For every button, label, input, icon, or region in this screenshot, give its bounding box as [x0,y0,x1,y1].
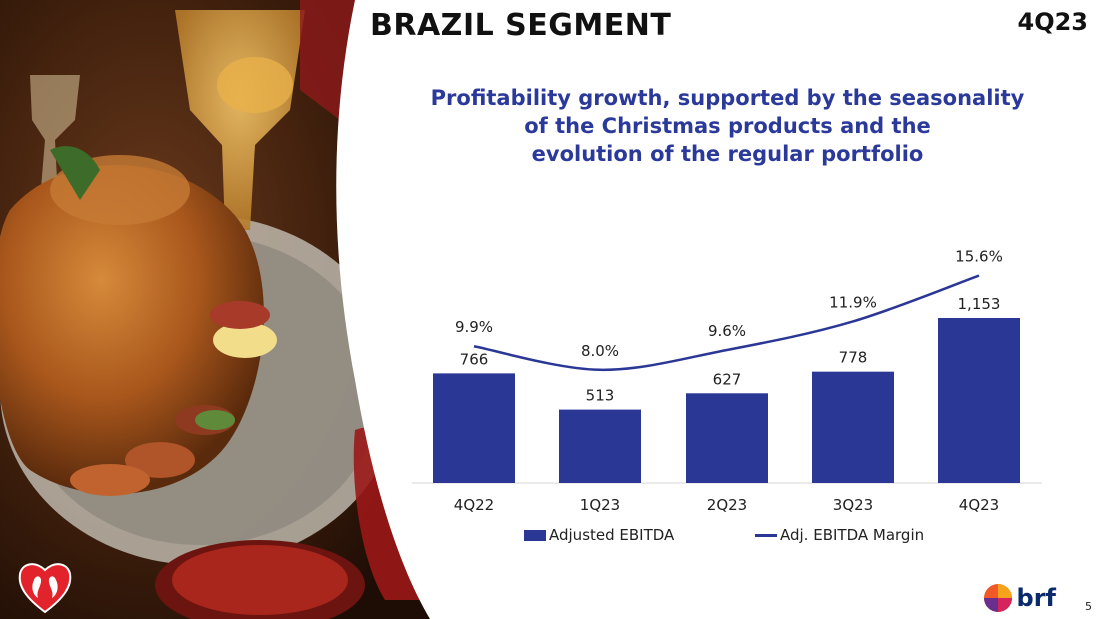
bar-label-2Q23: 627 [713,370,742,388]
legend-item-adjusted-ebitda: Adjusted EBITDA [524,526,674,544]
legend-line-swatch [755,533,777,537]
margin-label-1Q23: 8.0% [581,342,619,360]
margin-line [473,274,980,372]
subtitle-line-1: Profitability growth, supported by the s… [430,86,1025,110]
margin-label-4Q22: 9.9% [455,318,493,336]
period-label: 4Q23 [1017,8,1089,36]
brf-logo-text: brf [1016,584,1056,612]
bar-label-4Q22: 766 [460,350,489,368]
sadia-logo [18,563,72,614]
subtitle-line-2: of the Christmas products and the [524,114,931,138]
bar-4Q22 [433,373,515,483]
x-tick-2Q23: 2Q23 [707,496,747,514]
page-number: 5 [1085,600,1092,613]
bar-2Q23 [686,393,768,483]
margin-label-3Q23: 11.9% [829,293,877,311]
legend-label-ebitda-margin: Adj. EBITDA Margin [780,526,925,544]
margin-label-4Q23: 15.6% [955,248,1003,266]
chart-subtitle: Profitability growth, supported by the s… [420,84,1035,168]
legend-bar-swatch [524,529,546,541]
christmas-turkey-photo [0,0,430,619]
margin-label-2Q23: 9.6% [708,322,746,340]
legend-item-ebitda-margin: Adj. EBITDA Margin [755,526,924,544]
bar-label-4Q23: 1,153 [958,295,1001,313]
x-tick-3Q23: 3Q23 [833,496,873,514]
page-title: BRAZIL SEGMENT [370,8,672,43]
brf-logo-icon [983,584,1012,612]
x-tick-4Q23: 4Q23 [959,496,999,514]
bar-1Q23 [559,409,641,483]
x-tick-1Q23: 1Q23 [580,496,620,514]
bar-label-1Q23: 513 [586,387,615,405]
x-tick-4Q22: 4Q22 [454,496,494,514]
legend-label-adjusted-ebitda: Adjusted EBITDA [549,526,675,544]
subtitle-line-3: evolution of the regular portfolio [531,142,924,166]
bar-4Q23 [938,318,1020,483]
bar-3Q23 [812,371,894,483]
bar-label-3Q23: 778 [839,349,868,367]
brf-logo: brf [983,583,1056,613]
